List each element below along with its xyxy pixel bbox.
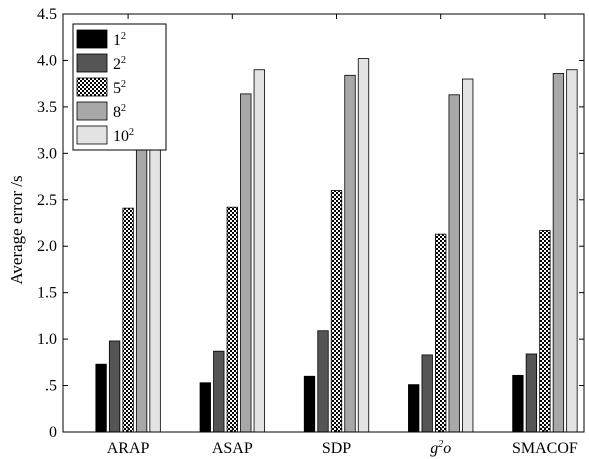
- bar: [344, 74, 356, 433]
- bar: [525, 353, 538, 433]
- bar: [213, 350, 225, 433]
- y-tick-label: 2.0: [37, 238, 57, 255]
- x-tick-label: ASAP: [212, 440, 253, 457]
- legend-swatch: [76, 125, 108, 145]
- bar: [357, 58, 370, 433]
- bar: [95, 363, 107, 433]
- y-tick-label: 2.5: [37, 192, 57, 209]
- legend-swatch: [76, 29, 108, 49]
- legend-label: 102: [113, 127, 134, 145]
- bar: [108, 340, 121, 433]
- bar: [122, 207, 134, 433]
- plot-frame: [62, 13, 585, 433]
- legend-swatch: [76, 53, 108, 73]
- x-tick-label: ARAP: [107, 440, 150, 457]
- bar: [408, 384, 420, 433]
- y-tick-label: 0: [49, 424, 57, 441]
- y-tick-label: 4.0: [37, 52, 57, 69]
- bar: [512, 374, 524, 433]
- bar: [199, 382, 211, 433]
- y-tick-label: 1.0: [37, 331, 57, 348]
- bar: [317, 330, 329, 433]
- bar: [330, 190, 343, 433]
- legend-swatch: [76, 77, 108, 97]
- bar: [253, 69, 265, 433]
- y-tick-label: 1.5: [37, 285, 57, 302]
- bar: [462, 78, 474, 433]
- bar: [566, 69, 578, 433]
- y-axis-label: Average error /s: [7, 175, 26, 284]
- y-tick-label: 3.0: [37, 145, 57, 162]
- x-tick-label: SDP: [322, 440, 351, 457]
- y-tick-label: 4.5: [37, 6, 57, 23]
- bar: [435, 233, 447, 433]
- bar: [240, 93, 252, 433]
- bar: [552, 73, 565, 433]
- bar: [303, 375, 316, 433]
- y-tick-label: .5: [45, 378, 57, 395]
- x-tick-label: SMACOF: [512, 440, 578, 457]
- legend-swatch: [76, 101, 108, 121]
- bar: [135, 112, 148, 433]
- bar: [226, 206, 238, 433]
- y-tick-label: 3.5: [37, 99, 57, 116]
- bar: [539, 230, 551, 433]
- x-tick-label: g2o: [430, 439, 451, 457]
- bar: [448, 94, 460, 433]
- bar: [421, 354, 433, 433]
